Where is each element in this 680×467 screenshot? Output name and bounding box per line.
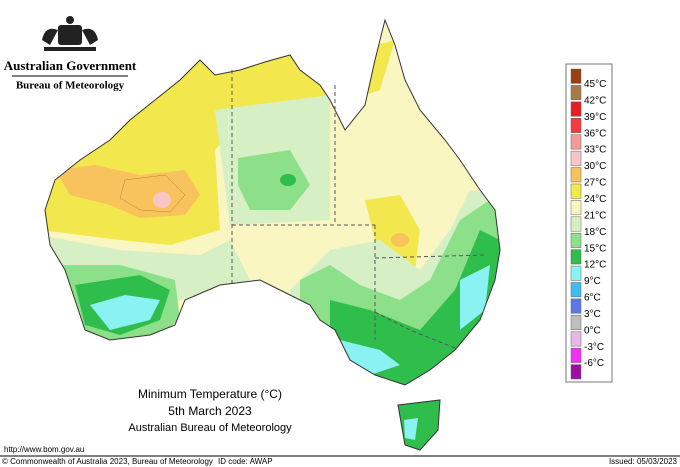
map-source: Australian Bureau of Meteorology — [128, 422, 292, 434]
legend: 45°C 42°C 39°C 36°C 33°C 30°C 27°C 24°C 21°C 18°C… — [570, 68, 606, 380]
legend-swatch — [570, 265, 582, 281]
legend-swatch — [570, 85, 582, 101]
legend-label: 0°C — [584, 325, 601, 336]
legend-label: 6°C — [584, 293, 601, 304]
legend-swatch — [570, 249, 582, 265]
legend-swatch — [570, 118, 582, 133]
map-title: Minimum Temperature (°C) — [138, 387, 282, 401]
legend-label: 36°C — [584, 128, 606, 139]
legend-label: 9°C — [584, 276, 601, 287]
tasmania-cool-zone — [404, 418, 418, 440]
footer-url: http://www.bom.gov.au — [4, 445, 84, 454]
legend-label: -6°C — [584, 358, 604, 369]
legend-swatch — [570, 232, 582, 248]
legend-label: 18°C — [584, 227, 606, 238]
legend-swatch — [570, 315, 582, 330]
legend-label: 39°C — [584, 112, 606, 123]
legend-swatch — [570, 150, 582, 166]
legend-swatch — [570, 183, 582, 199]
legend-label: 3°C — [584, 309, 601, 320]
footer-copyright: © Commonwealth of Australia 2023, Bureau… — [2, 457, 213, 466]
logo — [42, 16, 98, 51]
legend-swatch — [570, 200, 582, 216]
legend-swatch — [570, 134, 582, 150]
map-date: 5th March 2023 — [168, 404, 252, 418]
footer-issued: Issued: 05/03/2023 — [609, 457, 678, 466]
legend-label: 42°C — [584, 95, 606, 106]
legend-swatch — [570, 364, 582, 380]
legend-label: 24°C — [584, 194, 606, 205]
legend-label: 33°C — [584, 145, 606, 156]
legend-swatch — [570, 101, 582, 117]
legend-label: 30°C — [584, 161, 606, 172]
legend-label: 15°C — [584, 243, 606, 254]
state-borders — [231, 70, 486, 349]
legend-label: 45°C — [584, 79, 606, 90]
legend-swatch — [570, 282, 582, 298]
legend-label: 27°C — [584, 178, 606, 189]
government-label: Australian Government — [4, 58, 137, 73]
legend-label: -3°C — [584, 342, 604, 353]
agency-label: Bureau of Meteorology — [16, 80, 125, 92]
legend-swatch — [570, 216, 582, 232]
coastline — [44, 18, 501, 386]
legend-label: 12°C — [584, 260, 606, 271]
legend-swatch — [570, 167, 582, 183]
legend-label: 21°C — [584, 210, 606, 221]
footer-id-code: ID code: AWAP — [218, 457, 273, 466]
legend-swatch — [570, 68, 582, 84]
legend-swatch — [570, 298, 582, 314]
legend-swatch — [570, 331, 582, 347]
legend-swatch — [570, 347, 582, 363]
